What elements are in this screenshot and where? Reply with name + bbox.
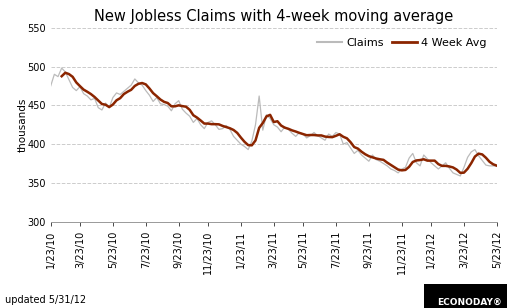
Title: New Jobless Claims with 4-week moving average: New Jobless Claims with 4-week moving av… [94,9,453,24]
Text: updated 5/31/12: updated 5/31/12 [5,295,86,305]
Y-axis label: thousands: thousands [18,98,28,152]
Legend: Claims, 4 Week Avg: Claims, 4 Week Avg [313,33,491,52]
Text: ECONODAY®: ECONODAY® [437,298,502,306]
